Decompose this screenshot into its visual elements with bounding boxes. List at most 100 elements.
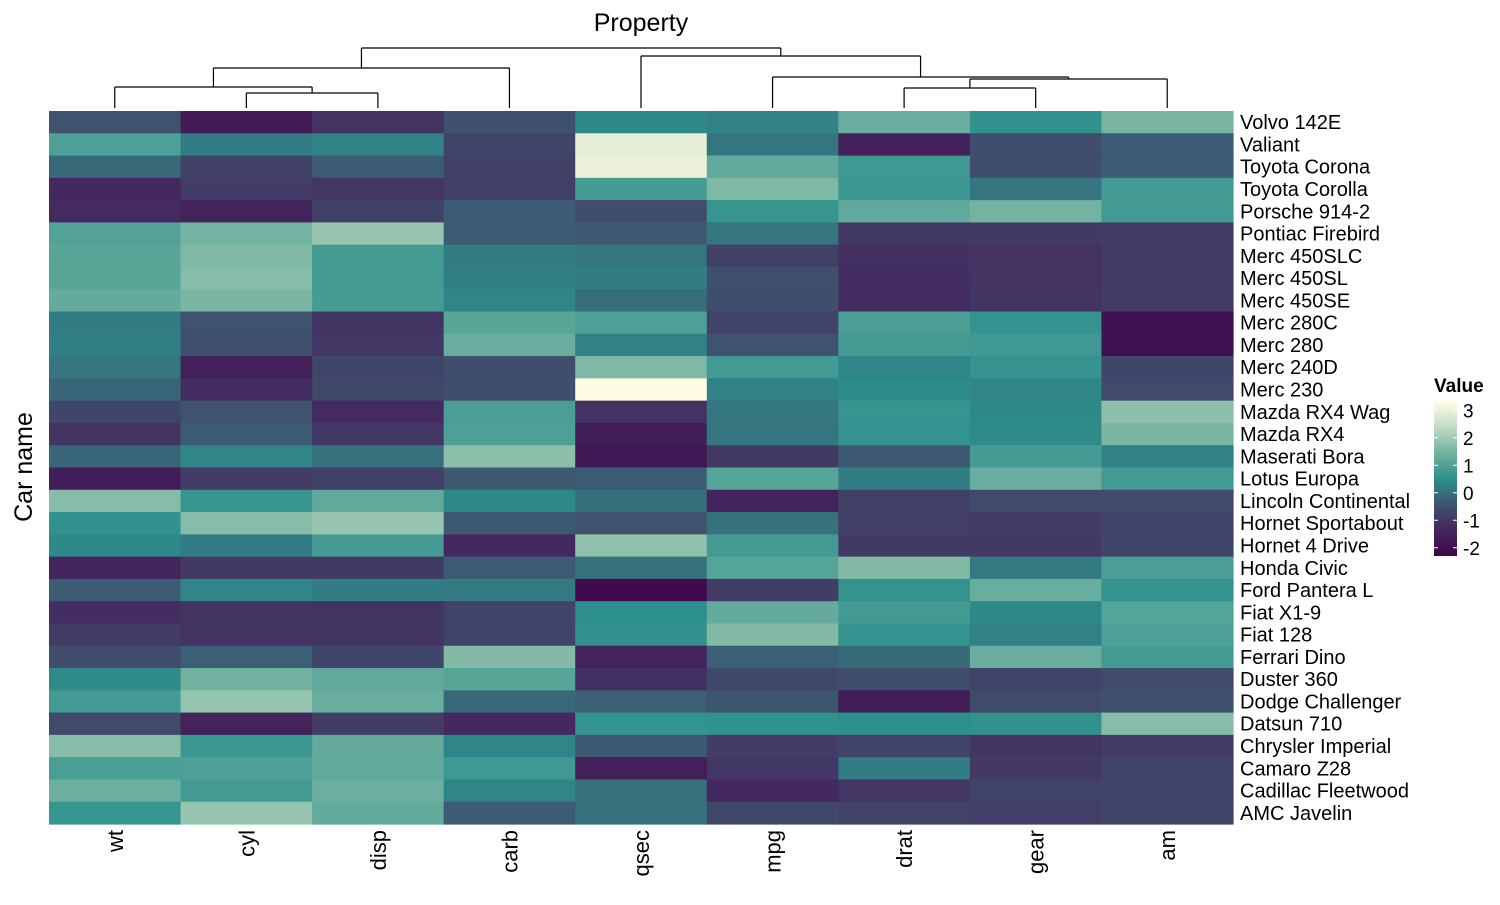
- heatmap-cell: [838, 422, 971, 446]
- heatmap-cell: [312, 601, 445, 625]
- row-label: Camaro Z28: [1240, 758, 1351, 780]
- row-label: Datsun 710: [1240, 714, 1342, 736]
- legend-ticks: 3 2 1 0 -1 -2: [1434, 401, 1480, 560]
- heatmap-cell: [49, 645, 182, 669]
- heatmap-cell: [180, 779, 313, 803]
- heatmap-cell: [575, 512, 708, 535]
- heatmap-cell: [312, 489, 445, 513]
- heatmap-cell: [706, 467, 839, 491]
- heatmap-cell: [706, 111, 839, 134]
- heatmap-cell: [969, 244, 1103, 268]
- heatmap-cell: [180, 200, 313, 224]
- heatmap-cell: [706, 177, 839, 201]
- row-label: Merc 450SLC: [1240, 246, 1362, 268]
- heatmap-cell: [443, 645, 576, 669]
- heatmap-cell: [443, 356, 576, 379]
- heatmap-cell: [443, 690, 576, 714]
- heatmap-cell: [443, 200, 576, 224]
- heatmap-cell: [312, 177, 445, 201]
- heatmap-cell: [49, 623, 182, 647]
- heatmap-cell: [706, 200, 839, 224]
- heatmap-cell: [443, 601, 576, 625]
- heatmap-cell: [969, 266, 1103, 290]
- row-label: Pontiac Firebird: [1240, 224, 1380, 246]
- heatmap-cell: [575, 623, 708, 647]
- heatmap-cell: [969, 155, 1103, 179]
- heatmap-cell: [706, 445, 839, 469]
- heatmap-cell: [838, 311, 971, 335]
- heatmap-cell: [1101, 400, 1234, 424]
- heatmap-cell: [312, 445, 445, 469]
- heatmap-cell: [969, 222, 1103, 246]
- heatmap-cell: [838, 378, 971, 402]
- heatmap-cell: [838, 668, 971, 691]
- heatmap-cell: [1101, 512, 1234, 535]
- heatmap-cell: [49, 757, 182, 781]
- heatmap-cell: [575, 244, 708, 268]
- heatmap-cell: [49, 445, 182, 469]
- heatmap-cell: [1101, 690, 1234, 714]
- heatmap-cell: [180, 556, 313, 580]
- heatmap-cell: [443, 467, 576, 491]
- heatmap-cell: [838, 757, 971, 781]
- row-label: Merc 230: [1240, 380, 1323, 402]
- heatmap-cell: [969, 534, 1103, 558]
- heatmap-cell: [180, 601, 313, 625]
- heatmap-cell: [49, 556, 182, 580]
- heatmap-cell: [838, 445, 971, 469]
- heatmap-cell: [312, 400, 445, 424]
- heatmap-cell: [443, 757, 576, 781]
- heatmap-cell: [443, 489, 576, 513]
- heatmap-cell: [49, 333, 182, 357]
- heatmap-cell: [312, 311, 445, 335]
- heatmap-cell: [706, 356, 839, 379]
- heatmap-cell: [49, 378, 182, 402]
- heatmap-cell: [180, 244, 313, 268]
- heatmap-cell: [312, 222, 445, 246]
- column-label: gear: [1024, 830, 1049, 874]
- heatmap-cell: [49, 534, 182, 558]
- heatmap-cell: [575, 801, 708, 825]
- heatmap-cell: [312, 333, 445, 357]
- column-label: carb: [497, 830, 522, 873]
- legend-tick-label: 3: [1463, 401, 1474, 422]
- heatmap-cell: [838, 266, 971, 290]
- heatmap-cell: [180, 289, 313, 313]
- heatmap-cell: [969, 311, 1103, 335]
- heatmap-cell: [443, 177, 576, 201]
- heatmap-cell: [706, 734, 839, 758]
- row-label: Fiat 128: [1240, 625, 1312, 647]
- row-label: Fiat X1-9: [1240, 602, 1321, 624]
- heatmap-cell: [180, 712, 313, 736]
- heatmap-cell: [49, 489, 182, 513]
- heatmap-cell: [180, 534, 313, 558]
- heatmap-cell: [838, 645, 971, 669]
- heatmap-cell: [838, 690, 971, 714]
- heatmap-cell: [969, 623, 1103, 647]
- heatmap-cell: [969, 601, 1103, 625]
- heatmap-cell: [969, 690, 1103, 714]
- row-label: Mazda RX4 Wag: [1240, 402, 1390, 424]
- row-label: Cadillac Fleetwood: [1240, 781, 1409, 803]
- legend-tick-label: 1: [1463, 456, 1474, 477]
- row-label: Hornet Sportabout: [1240, 513, 1404, 535]
- heatmap-cell: [180, 400, 313, 424]
- heatmap-cell: [312, 645, 445, 669]
- heatmap-cell: [969, 712, 1103, 736]
- heatmap-cell: [312, 244, 445, 268]
- row-label: Merc 280: [1240, 335, 1323, 357]
- heatmap-cell: [443, 712, 576, 736]
- heatmap-cell: [180, 155, 313, 179]
- heatmap-cell: [706, 133, 839, 157]
- column-label: am: [1155, 830, 1180, 861]
- heatmap-cell: [312, 690, 445, 714]
- row-label: Merc 280C: [1240, 313, 1338, 335]
- legend-tick-label: -2: [1463, 539, 1480, 560]
- heatmap-cell: [838, 244, 971, 268]
- heatmap-cell: [312, 266, 445, 290]
- heatmap-cell: [969, 512, 1103, 535]
- heatmap-cell: [1101, 266, 1234, 290]
- heatmap-cell: [49, 601, 182, 625]
- heatmap-cell: [1101, 378, 1234, 402]
- heatmap-cell: [49, 400, 182, 424]
